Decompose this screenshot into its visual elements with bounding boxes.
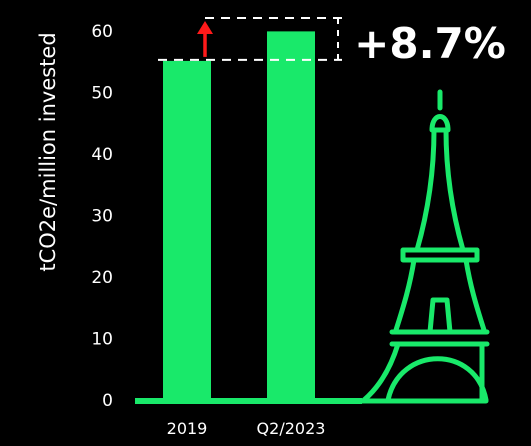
bars	[163, 31, 315, 401]
y-tick-label: 0	[102, 391, 113, 411]
y-tick-label: 20	[91, 268, 113, 288]
y-tick-label: 40	[91, 145, 113, 165]
x-tick-label: Q2/2023	[257, 419, 326, 438]
increase-arrow-icon	[197, 21, 213, 57]
x-tick-label: 2019	[167, 419, 208, 438]
bar-2019	[163, 60, 211, 401]
y-axis-title: tCO2e/million invested	[36, 32, 60, 271]
y-tick-label: 60	[91, 22, 113, 42]
y-tick-label: 50	[91, 84, 113, 104]
x-tick-labels: 2019 Q2/2023	[167, 419, 326, 438]
bar-q2-2023	[267, 31, 315, 401]
eiffel-tower-icon	[342, 89, 490, 404]
change-percentage-label: +8.7%	[354, 19, 506, 68]
y-tick-labels: 0 10 20 30 40 50 60	[91, 22, 113, 411]
y-tick-label: 10	[91, 330, 113, 350]
y-tick-label: 30	[91, 207, 113, 227]
